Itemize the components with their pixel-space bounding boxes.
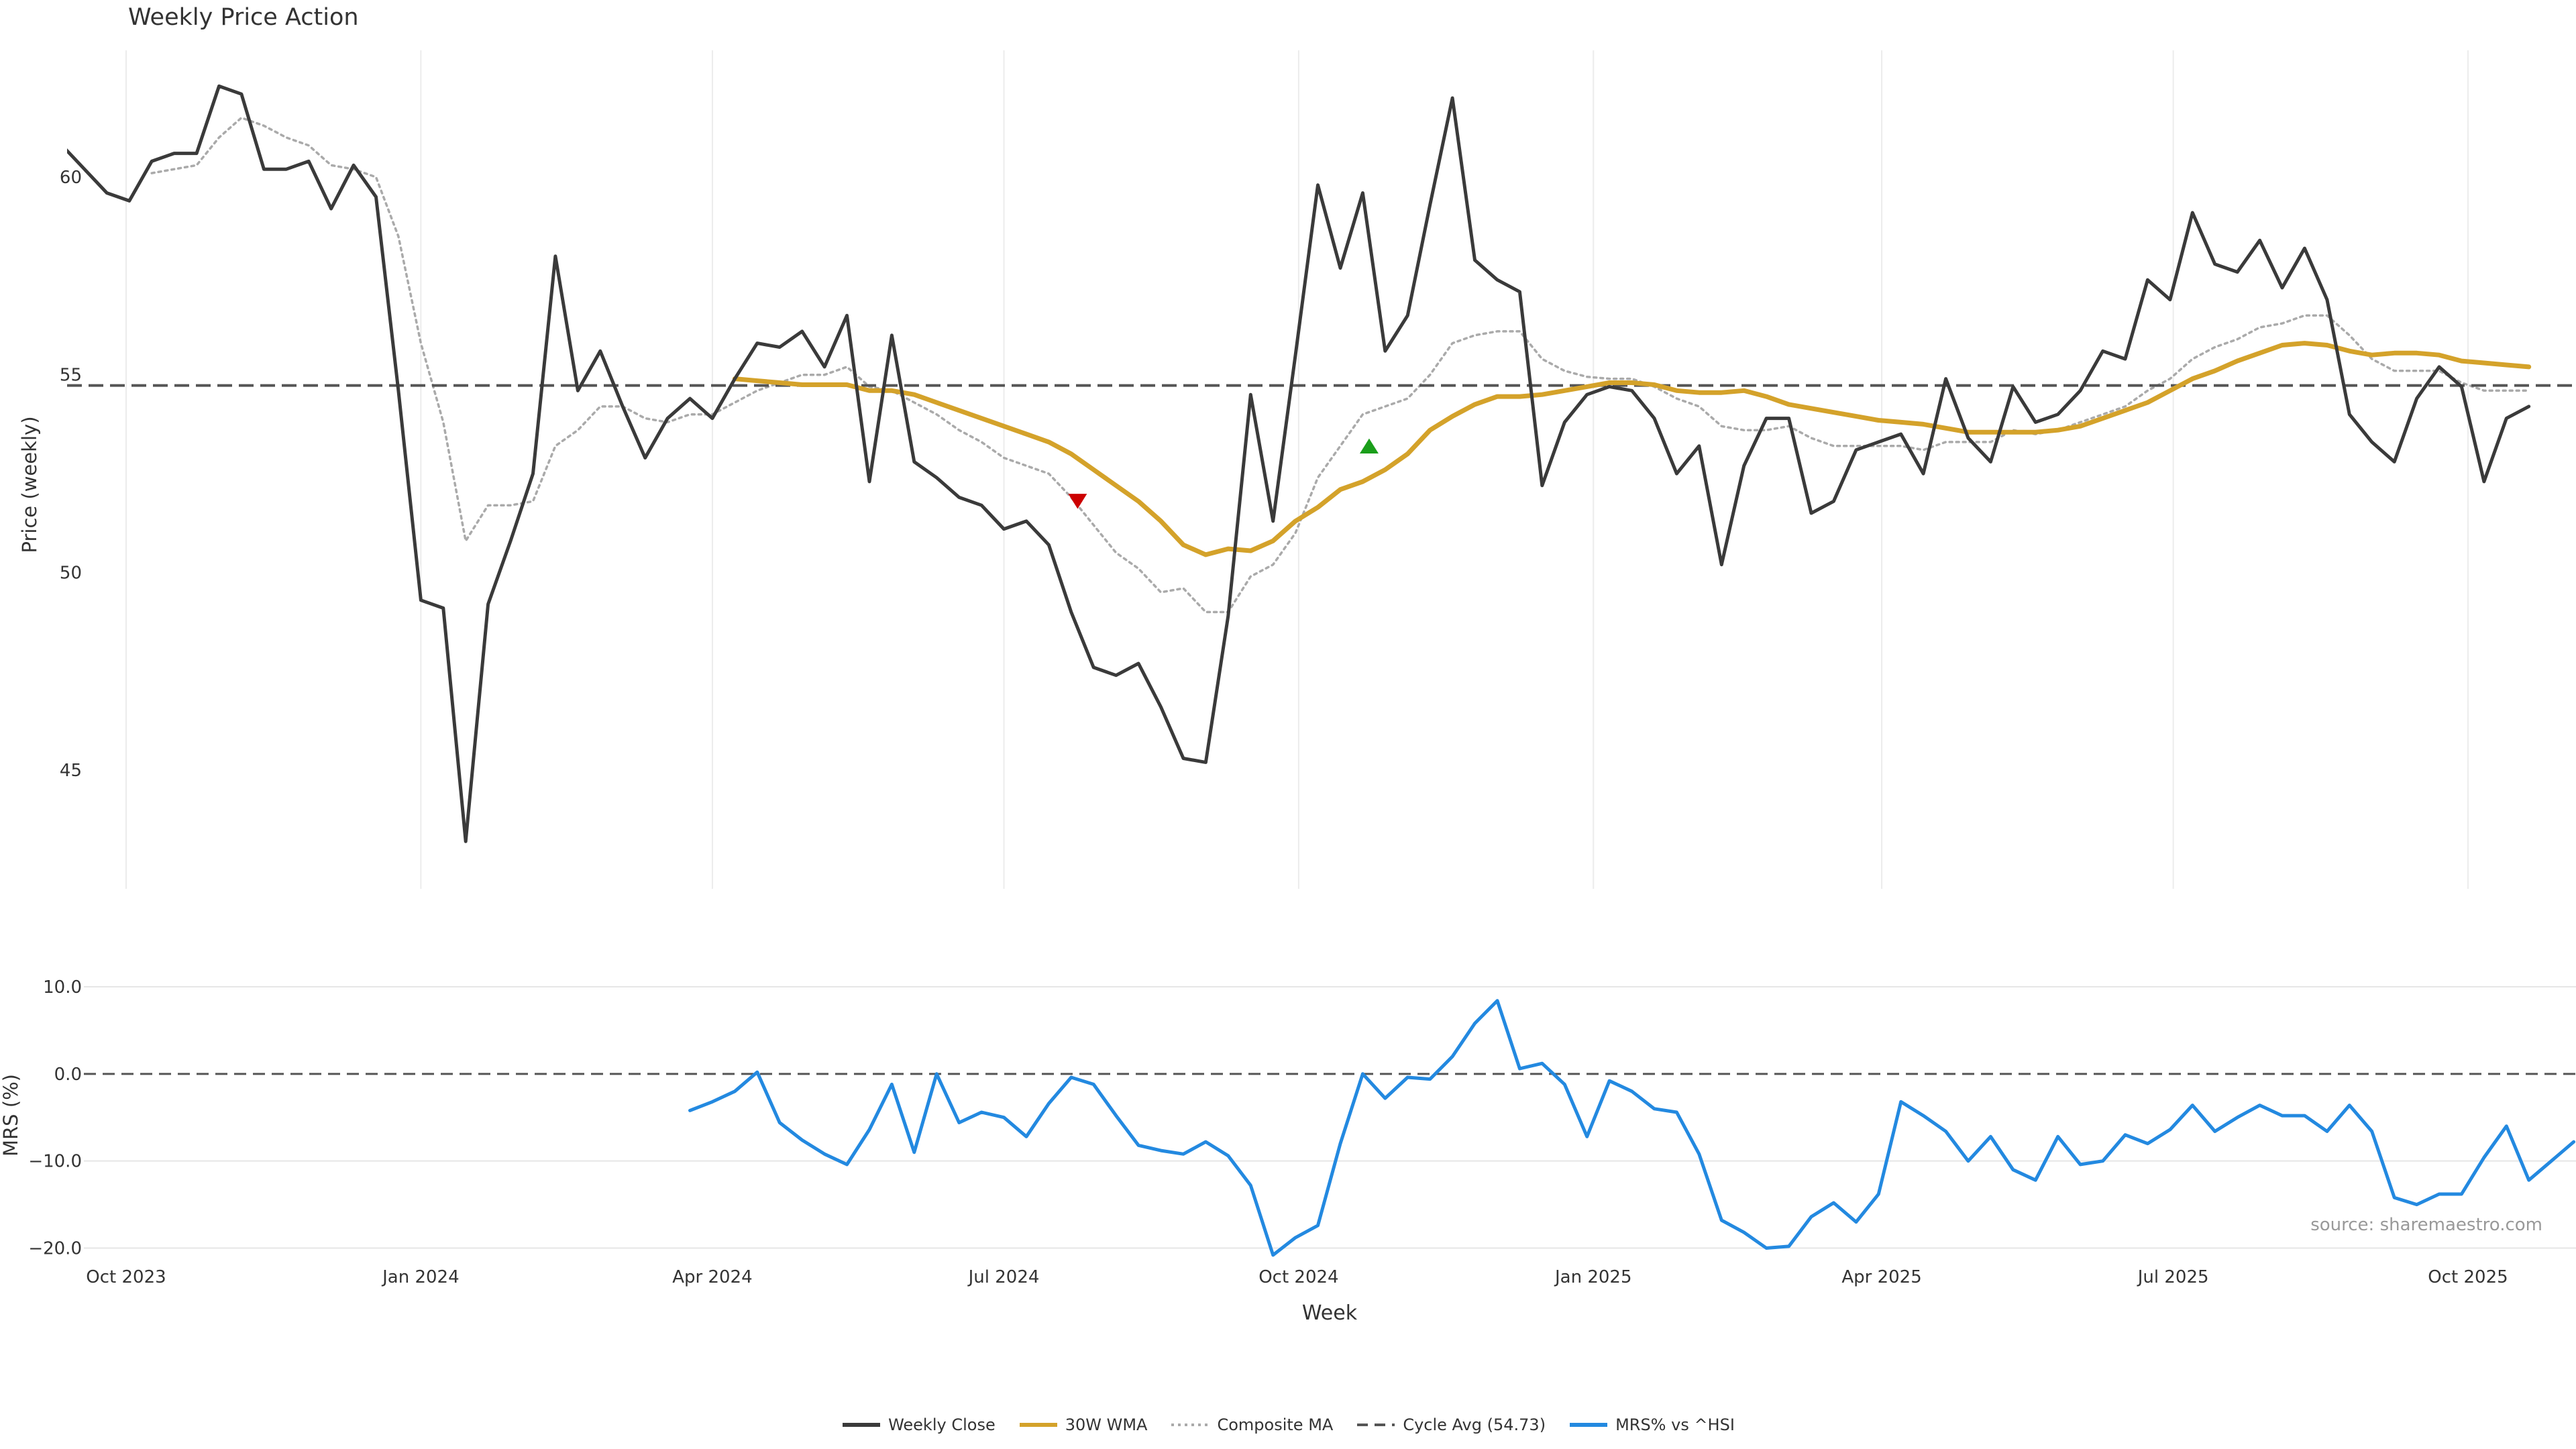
legend-label: MRS% vs ^HSI: [1615, 1415, 1735, 1434]
price-panel: [67, 84, 2576, 843]
series-mrs: [688, 999, 2576, 1257]
legend-item: MRS% vs ^HSI: [1568, 1415, 1735, 1434]
legend-item: 30W WMA: [1018, 1415, 1148, 1434]
sell-marker: [1068, 494, 1087, 509]
xtick-label: Jan 2024: [381, 1267, 460, 1287]
xtick-label: Apr 2025: [1841, 1267, 1921, 1287]
series-weekly-close: [67, 84, 2531, 843]
legend-swatch: [1570, 1423, 1608, 1427]
legend-swatch: [1171, 1424, 1210, 1426]
xtick-label: Oct 2024: [1258, 1267, 1338, 1287]
mrs-panel: [84, 999, 2576, 1257]
mrs-ytick-label: −10.0: [28, 1152, 82, 1172]
chart-title: Weekly Price Action: [128, 4, 359, 31]
mrs-ylabel: MRS (%): [0, 1074, 22, 1157]
axis-layer: 45 50 55 60 Price (weekly) −20.0 −10.0 0.0 10.0 M…: [0, 168, 2542, 1325]
series-composite-ma: [150, 116, 2530, 614]
legend-swatch: [1357, 1424, 1395, 1426]
xtick-label: Jan 2025: [1554, 1267, 1632, 1287]
mrs-ytick-label: 10.0: [43, 977, 82, 998]
series-30w-wma: [732, 341, 2532, 557]
xtick-label: Oct 2023: [86, 1267, 166, 1287]
legend: Weekly Close 30W WMA Composite MA Cycle Avg…: [0, 1415, 2576, 1434]
mrs-ytick-label: −20.0: [28, 1239, 82, 1259]
buy-marker: [1359, 438, 1379, 454]
price-ytick-label: 55: [60, 366, 82, 386]
price-ytick-label: 50: [60, 563, 82, 583]
legend-label: 30W WMA: [1065, 1415, 1148, 1434]
price-ylabel: Price (weekly): [18, 416, 41, 553]
legend-item: Composite MA: [1170, 1415, 1333, 1434]
mrs-ytick-label: 0.0: [54, 1065, 82, 1085]
price-ytick-label: 45: [60, 761, 82, 781]
legend-label: Cycle Avg (54.73): [1403, 1415, 1546, 1434]
xtick-label: Apr 2024: [672, 1267, 752, 1287]
legend-label: Weekly Close: [888, 1415, 996, 1434]
xtick-label: Jul 2025: [2137, 1267, 2209, 1287]
legend-swatch: [1019, 1423, 1057, 1427]
legend-swatch: [843, 1423, 881, 1427]
xaxis-label: Week: [1302, 1301, 1358, 1325]
xtick-label: Oct 2025: [2428, 1267, 2508, 1287]
grid-layer: [84, 50, 2576, 1249]
price-ytick-label: 60: [60, 168, 82, 188]
source-annotation: source: sharemaestro.com: [2310, 1215, 2542, 1235]
legend-label: Composite MA: [1217, 1415, 1334, 1434]
legend-item: Cycle Avg (54.73): [1356, 1415, 1546, 1434]
legend-item: Weekly Close: [841, 1415, 996, 1434]
xtick-label: Jul 2024: [967, 1267, 1040, 1287]
